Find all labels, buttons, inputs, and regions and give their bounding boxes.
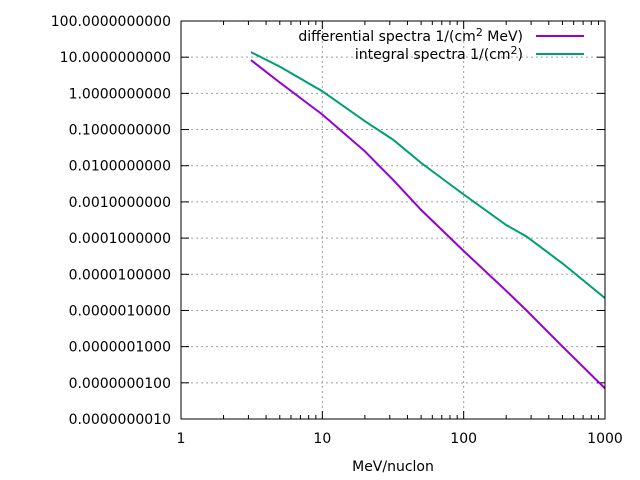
series-line-1 <box>250 51 606 299</box>
x-tick-label: 1 <box>177 431 186 447</box>
legend-superscript: 2 <box>476 26 483 39</box>
legend-superscript: 2 <box>511 44 518 57</box>
grid <box>181 21 605 419</box>
x-axis-label: MeV/nuclon <box>352 459 434 475</box>
y-tick-label: 0.0000000100 <box>69 376 171 392</box>
x-tick-label: 1000 <box>587 431 623 447</box>
y-tick-label: 0.0000100000 <box>69 267 171 283</box>
legend-text: integral spectra 1/(cm <box>355 47 511 63</box>
y-tick-label: 100.0000000000 <box>51 14 171 30</box>
y-tick-label: 0.0000010000 <box>69 303 171 319</box>
axis-ticks: 100.0000000000 10.0000000000 1.0000000000 0… <box>51 14 623 447</box>
y-tick-label: 0.0001000000 <box>69 231 171 247</box>
legend-text-suffix: ) <box>518 47 523 63</box>
legend-label-0: differential spectra 1/(cm2 MeV) <box>298 26 523 45</box>
series-lines <box>250 51 606 390</box>
y-tick-label: 0.0010000000 <box>69 195 171 211</box>
legend: differential spectra 1/(cm2 MeV)integral… <box>298 26 584 63</box>
y-tick-label: 10.0000000000 <box>60 50 171 66</box>
legend-text-suffix: MeV) <box>483 29 523 45</box>
y-tick-label: 1.0000000000 <box>69 86 171 102</box>
series-line-0 <box>250 59 606 390</box>
y-tick-label: 0.1000000000 <box>69 123 171 139</box>
y-tick-label: 0.0100000000 <box>69 159 171 175</box>
y-tick-label: 0.0000001000 <box>69 340 171 356</box>
x-tick-label: 100 <box>450 431 477 447</box>
x-tick-label: 10 <box>313 431 331 447</box>
legend-label-1: integral spectra 1/(cm2) <box>355 44 523 63</box>
y-tick-label: 0.0000000010 <box>69 412 171 428</box>
legend-text: differential spectra 1/(cm <box>298 29 475 45</box>
plot-frame <box>180 20 606 420</box>
